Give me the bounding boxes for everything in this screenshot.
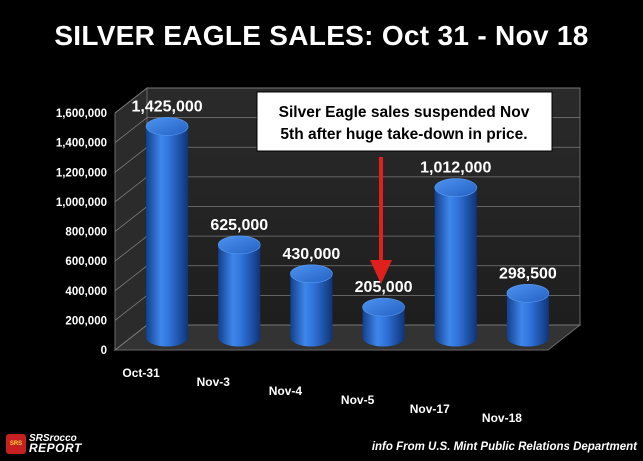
bar-Nov-3 — [217, 235, 261, 347]
annotation-line-2: 5th after huge take-down in price. — [280, 126, 527, 143]
bar-Nov-5 — [362, 297, 405, 347]
y-tick-label: 800,000 — [65, 227, 107, 239]
x-tick-label: Nov-4 — [269, 384, 303, 398]
y-axis-ticks: 0 200,000 400,000 600,000 800,000 1,000,000 1,… — [56, 108, 107, 357]
gridline — [114, 87, 580, 114]
data-label: 1,425,000 — [131, 98, 202, 115]
x-tick-label: Nov-18 — [482, 411, 522, 425]
x-tick-label: Nov-5 — [341, 393, 375, 407]
bar-body — [290, 273, 333, 347]
bar-top — [362, 297, 405, 317]
x-tick-label: Nov-17 — [410, 402, 450, 416]
x-tick-label: Oct-31 — [122, 366, 160, 380]
data-label: 625,000 — [210, 217, 268, 234]
annotation-line-1: Silver Eagle sales suspended Nov — [279, 104, 530, 121]
logo-line-2: REPORT — [29, 441, 82, 456]
data-label: 205,000 — [355, 279, 413, 296]
bar-top — [217, 235, 261, 255]
bar-body — [434, 187, 477, 347]
data-label: 430,000 — [282, 246, 340, 263]
y-tick-label: 1,000,000 — [56, 197, 107, 209]
y-tick-label: 600,000 — [65, 256, 107, 268]
x-axis-ticks: Oct-31 Nov-3 Nov-4 Nov-5 Nov-17 Nov-18 — [122, 366, 522, 425]
data-labels: 1,425,000 625,000 430,000 205,000 1,012,000 2… — [131, 98, 556, 296]
bar-body — [506, 293, 549, 347]
bar-Nov-4 — [290, 264, 333, 347]
bar-Nov-17 — [434, 178, 478, 347]
bar-top — [290, 264, 333, 284]
y-tick-label: 1,400,000 — [56, 138, 107, 150]
bar-top — [434, 178, 478, 197]
bar-Nov-18 — [506, 283, 550, 347]
x-tick-label: Nov-3 — [197, 375, 231, 389]
data-label: 1,012,000 — [420, 160, 491, 177]
bar-body — [146, 126, 189, 347]
y-tick-label: 200,000 — [65, 315, 107, 327]
logo-line-1: SRSrocco — [29, 432, 77, 444]
annotation-arrow-head — [370, 260, 392, 284]
bar-body — [218, 244, 261, 347]
bar-top — [506, 283, 550, 303]
y-tick-label: 400,000 — [65, 286, 107, 298]
annotation: Silver Eagle sales suspended Nov 5th aft… — [256, 91, 553, 284]
y-tick-label: 0 — [101, 345, 107, 357]
data-label: 298,500 — [499, 265, 557, 282]
bar-body — [362, 307, 405, 347]
y-tick-label: 1,600,000 — [56, 108, 107, 120]
srsrocco-logo: SRS SRSrocco REPORT — [6, 433, 102, 455]
bars — [145, 117, 550, 347]
y-tick-label: 1,200,000 — [56, 167, 107, 179]
bar-Oct-31 — [145, 117, 189, 347]
source-note: info From U.S. Mint Public Relations Dep… — [371, 441, 637, 453]
logo-badge: SRS — [6, 434, 26, 454]
annotation-box — [256, 91, 553, 152]
chart-title: SILVER EAGLE SALES: Oct 31 - Nov 18 — [54, 20, 589, 51]
bar-top — [145, 117, 189, 136]
